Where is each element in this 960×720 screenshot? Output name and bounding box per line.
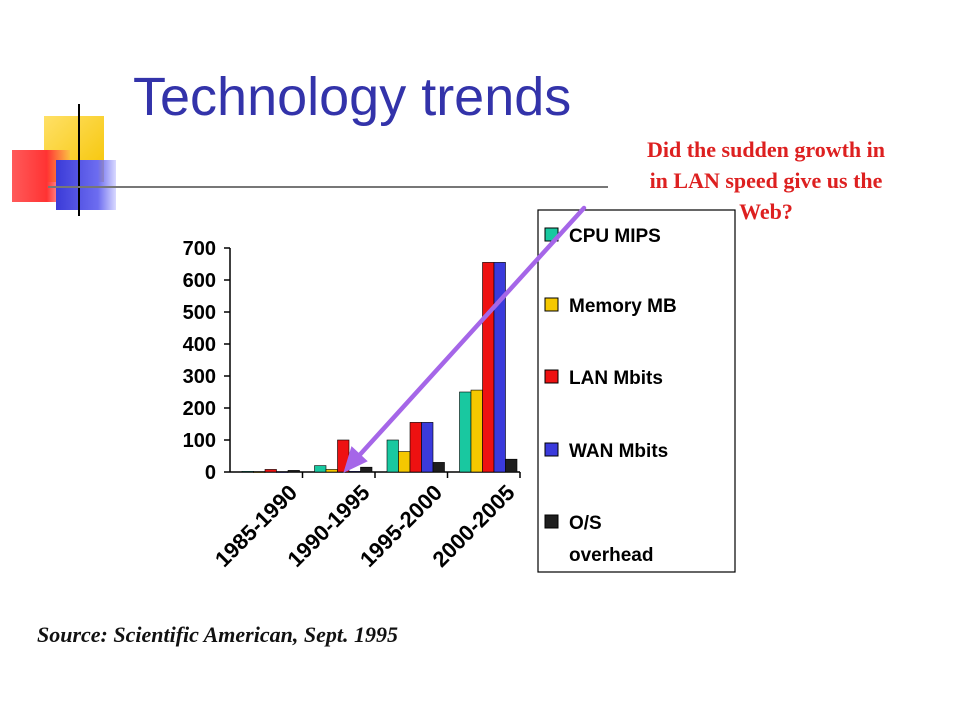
- arrow-shaft: [353, 205, 587, 462]
- legend-label: Memory MB: [569, 296, 677, 317]
- y-tick-label: 100: [183, 430, 216, 452]
- decor-vertical-line: [78, 104, 80, 216]
- bar: [348, 471, 361, 473]
- bar: [432, 462, 445, 473]
- arrow-head: [343, 446, 368, 473]
- legend-box: [537, 209, 736, 573]
- legend-swatch: [544, 297, 559, 312]
- source-citation: Source: Scientific American, Sept. 1995: [37, 622, 398, 647]
- legend-label: overhead: [569, 545, 653, 566]
- y-tick-label: 500: [183, 302, 216, 324]
- bar: [482, 262, 495, 473]
- bar: [459, 391, 472, 473]
- y-tick-label: 0: [205, 462, 216, 484]
- bar: [253, 471, 266, 473]
- legend-swatch: [544, 369, 559, 384]
- slide-title: Technology trends: [133, 67, 572, 127]
- callout-line: in LAN speed give us the: [649, 168, 883, 193]
- y-tick-label: 200: [183, 398, 216, 420]
- plot-area: 01002003004005006007001985-19901990-1995…: [183, 238, 521, 572]
- legend-swatch: [544, 442, 559, 457]
- bar: [241, 471, 254, 473]
- bar: [493, 262, 506, 473]
- legend-label: LAN Mbits: [569, 368, 663, 389]
- decor-horizontal-line: [48, 186, 608, 188]
- callout-question: Did the sudden growth in in LAN speed gi…: [576, 134, 956, 227]
- y-tick-label: 600: [183, 270, 216, 292]
- legend-swatch: [544, 514, 559, 529]
- bar: [287, 470, 300, 473]
- bar: [470, 389, 483, 473]
- bar: [314, 465, 327, 473]
- y-tick-label: 700: [183, 238, 216, 260]
- legend-label: CPU MIPS: [569, 226, 661, 247]
- bar: [276, 471, 289, 473]
- bar: [421, 422, 434, 473]
- callout-arrow: [343, 205, 587, 473]
- callout-line: Web?: [739, 199, 793, 224]
- bar: [264, 469, 277, 473]
- chart-legend: CPU MIPS Memory MB LAN Mbits WAN Mbits O/S ov…: [537, 209, 736, 573]
- decor-blue-square: [56, 160, 116, 210]
- bar: [386, 439, 399, 473]
- legend-label: WAN Mbits: [569, 441, 668, 462]
- legend-label: O/S: [569, 513, 602, 534]
- callout-line: Did the sudden growth in: [647, 137, 885, 162]
- bar: [398, 451, 411, 473]
- bar: [360, 466, 373, 473]
- y-tick-label: 300: [183, 366, 216, 388]
- bar: [505, 458, 518, 473]
- bar: [409, 422, 422, 473]
- bar: [325, 469, 338, 473]
- y-tick-label: 400: [183, 334, 216, 356]
